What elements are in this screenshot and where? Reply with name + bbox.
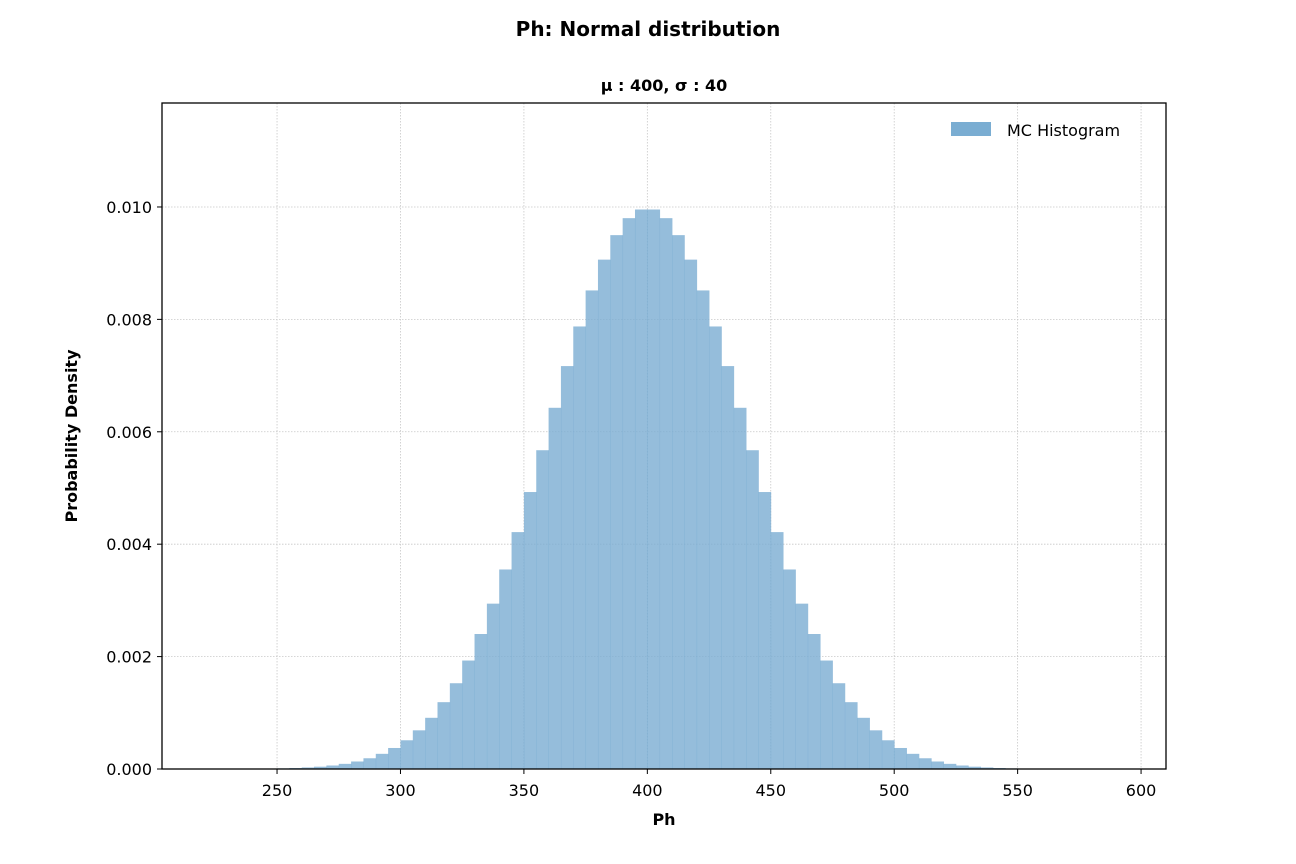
y-tick-label: 0.008 (106, 310, 152, 329)
histogram-bar (746, 450, 759, 769)
histogram-bar (548, 407, 562, 769)
histogram-bar (437, 702, 451, 769)
legend: MC Histogram (951, 121, 1120, 140)
histogram-bar (375, 753, 389, 769)
y-tick-label: 0.000 (106, 760, 152, 779)
histogram-bar (351, 761, 364, 769)
x-tick-label: 550 (1002, 781, 1033, 800)
x-tick-label: 400 (632, 781, 663, 800)
x-axis: 250 300 350 400 450 500 550 600 (262, 769, 1157, 800)
histogram-bar (980, 767, 994, 769)
x-tick-label: 450 (755, 781, 786, 800)
y-axis: 0.000 0.002 0.004 0.006 0.008 0.010 (106, 198, 162, 779)
histogram-bar (857, 717, 870, 769)
legend-swatch (951, 122, 991, 136)
histogram-bar (659, 218, 673, 769)
histogram-bar (301, 767, 315, 769)
histogram-bar (536, 450, 549, 769)
histogram-bar (647, 209, 661, 770)
histogram-bar (721, 366, 735, 769)
histogram-bar (832, 683, 846, 769)
histogram-bar (314, 766, 327, 769)
histogram-bar (412, 730, 426, 769)
histogram-bar (696, 290, 710, 769)
histogram-bar (597, 259, 611, 769)
histogram-bar (326, 765, 340, 769)
histogram-bar (820, 660, 833, 769)
histogram-bar (943, 763, 957, 769)
y-axis-label: Probability Density (62, 349, 81, 523)
histogram-bar (449, 683, 463, 769)
histogram-bar (770, 532, 784, 769)
histogram-bar (783, 569, 796, 769)
histogram-bar (795, 603, 809, 769)
histogram-bar (474, 634, 488, 769)
histogram-bar (807, 634, 821, 769)
histogram-bar (672, 235, 685, 770)
x-tick-label: 250 (262, 781, 293, 800)
histogram-bar (955, 765, 969, 769)
histogram-bar (363, 758, 377, 769)
legend-label: MC Histogram (1007, 121, 1120, 140)
histogram-bar (968, 766, 982, 769)
histogram-bar (486, 603, 500, 769)
histogram-bar (931, 761, 944, 769)
histogram-bars (277, 209, 1043, 770)
histogram-bar (684, 259, 698, 769)
histogram-bar (622, 218, 636, 769)
histogram-bar (388, 747, 401, 769)
histogram-bar (560, 366, 574, 769)
chart-title: μ : 400, σ : 40 (601, 76, 728, 95)
x-axis-label: Ph (652, 810, 675, 829)
histogram-bar (918, 758, 932, 769)
x-tick-label: 500 (879, 781, 910, 800)
histogram-bar (634, 209, 648, 770)
y-tick-label: 0.010 (106, 198, 152, 217)
plot-frame (161, 102, 1167, 770)
histogram-bar (523, 492, 537, 769)
histogram-bar (338, 763, 352, 769)
histogram-bar (733, 407, 747, 769)
histogram-bar (610, 235, 624, 770)
histogram-bar (400, 740, 414, 769)
histogram-bar (462, 660, 475, 769)
histogram-bar (585, 290, 599, 769)
histogram-bar (511, 532, 525, 769)
histogram-bar (499, 569, 512, 769)
histogram-bar (425, 717, 438, 769)
y-tick-label: 0.002 (106, 648, 152, 667)
histogram-bar (869, 730, 883, 769)
x-tick-label: 300 (385, 781, 416, 800)
histogram-bar (894, 747, 907, 769)
y-tick-label: 0.004 (106, 535, 152, 554)
histogram-bar (573, 326, 587, 769)
y-tick-label: 0.006 (106, 423, 152, 442)
histogram-bar (709, 326, 722, 769)
histogram-bar (844, 702, 858, 769)
histogram-bar (881, 740, 895, 769)
chart-suptitle: Ph: Normal distribution (516, 17, 781, 41)
x-tick-label: 350 (509, 781, 540, 800)
x-tick-label: 600 (1126, 781, 1157, 800)
histogram-bar (758, 492, 772, 769)
histogram-bar (906, 753, 920, 769)
